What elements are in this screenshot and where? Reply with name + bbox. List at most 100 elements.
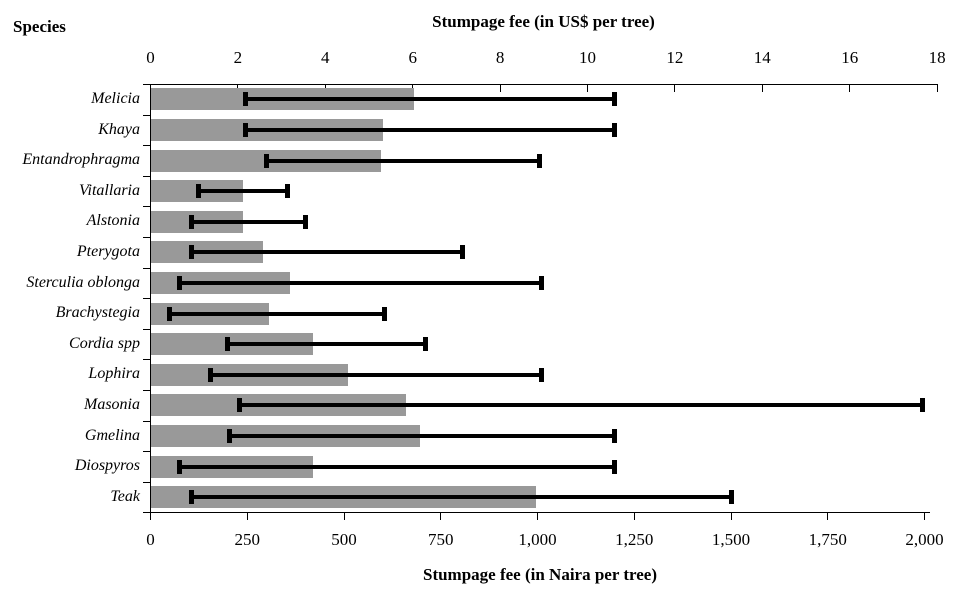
row-boundary-tick [143,298,150,300]
species-label: Lophira [88,365,140,383]
error-bar-cap-min [225,337,231,352]
species-label: Cordia spp [69,334,140,352]
bottom-axis-tick-label: 500 [331,530,357,549]
top-axis-tick-label: 14 [753,48,771,67]
row-boundary-tick [143,481,150,483]
row-boundary-tick [143,451,150,453]
error-bar-cap-min [177,275,182,290]
top-axis-tick-label: 18 [928,48,946,67]
bottom-axis-tick-label: 750 [428,530,454,549]
bottom-axis-tick [633,512,635,521]
error-bar-cap-min [167,306,173,321]
error-bar [191,219,306,224]
top-axis-tick [237,84,239,92]
species-label: Melicia [91,90,140,107]
species-label: Gmelina [84,426,140,444]
row-boundary-tick [143,328,150,330]
row-boundary-tick [143,145,150,147]
error-bar [179,464,615,469]
top-axis-tick [674,84,676,92]
error-bar [179,280,542,285]
error-bar-cap-min [264,153,270,168]
error-bar [239,403,923,408]
error-bar-cap-min [196,184,202,199]
row-boundary-tick [143,359,150,361]
error-bar-cap-max [285,184,291,199]
row-boundary-tick [143,420,150,422]
species-label: Diospyros [74,457,140,475]
species-label: Teak [110,487,140,505]
top-axis-tick [324,84,326,92]
species-label: Pterygota [76,243,140,260]
error-bar [227,342,426,347]
top-axis-tick-label: 8 [495,48,505,67]
species-label: Masonia [84,396,140,413]
top-axis-tick [587,84,588,92]
species-label: Vitallaria [78,181,140,199]
error-bar-cap-min [188,490,194,505]
error-bar-cap-max [536,153,542,168]
row-boundary-tick [143,175,150,177]
error-bar-cap-max [459,245,465,260]
bottom-axis-tick [440,512,442,521]
top-axis-tick-label: 16 [841,48,859,67]
error-bar-cap-min [227,428,233,443]
bottom-axis-tick-label: 1,000 [518,530,557,549]
error-bar-cap-max [612,92,618,107]
top-axis-tick [936,84,938,92]
bottom-axis-tick-label: 250 [234,530,261,549]
error-bar-cap-max [612,459,618,474]
top-axis-tick [150,84,151,92]
top-axis-tick-label: 4 [321,48,330,67]
top-axis-line [150,84,938,85]
row-boundary-tick [143,512,150,514]
row-boundary-tick [143,237,150,238]
error-bar-cap-min [237,398,242,413]
error-bar [245,127,615,132]
species-label: Entandrophragma [22,151,140,169]
error-bar-cap-max [422,337,428,352]
row-boundary-tick [143,206,150,208]
bottom-axis-tick-label: 1,250 [615,530,654,549]
error-bar-cap-min [242,122,248,137]
top-axis-tick [412,84,414,92]
bottom-axis-tick [537,512,538,521]
error-bar-cap-max [920,398,926,413]
bottom-axis-tick [924,512,925,521]
bottom-axis-tick [827,512,829,521]
top-axis-tick-label: 12 [666,48,684,67]
error-bar-cap-min [208,367,213,382]
error-bar-cap-max [728,490,734,505]
bottom-axis-tick [343,512,345,521]
species-axis-title: Species [13,17,66,36]
top-axis-tick [761,84,763,92]
species-label: Brachystegia [55,304,140,322]
row-boundary-tick [143,114,150,116]
error-bar [245,97,615,102]
bottom-axis-line [150,512,930,514]
bottom-axis-tick-label: 2,000 [905,530,944,549]
error-bar-cap-min [242,92,248,107]
error-bar [198,189,288,194]
error-bar [266,158,540,163]
error-bar-cap-max [612,122,618,137]
error-bar-cap-max [612,428,618,443]
error-bar-cap-min [188,214,194,229]
error-bar-cap-min [177,459,182,474]
row-boundary-tick [143,267,150,269]
bottom-axis-tick-label: 0 [146,530,155,549]
top-axis-tick [849,84,851,92]
top-axis-title: Stumpage fee (in US$ per tree) [432,12,655,31]
bottom-axis-tick-label: 1,750 [808,530,847,549]
species-label: Alstonia [86,212,140,230]
species-label: Sterculia oblonga [26,273,140,291]
top-axis-tick-label: 6 [408,48,417,67]
species-label: Khaya [98,120,140,138]
top-axis-tick-label: 2 [233,48,243,67]
error-bar [191,495,731,500]
row-boundary-tick [143,84,150,85]
bottom-axis-tick-label: 1,500 [711,530,751,549]
error-bar [191,250,462,255]
error-bar-cap-max [382,306,388,321]
